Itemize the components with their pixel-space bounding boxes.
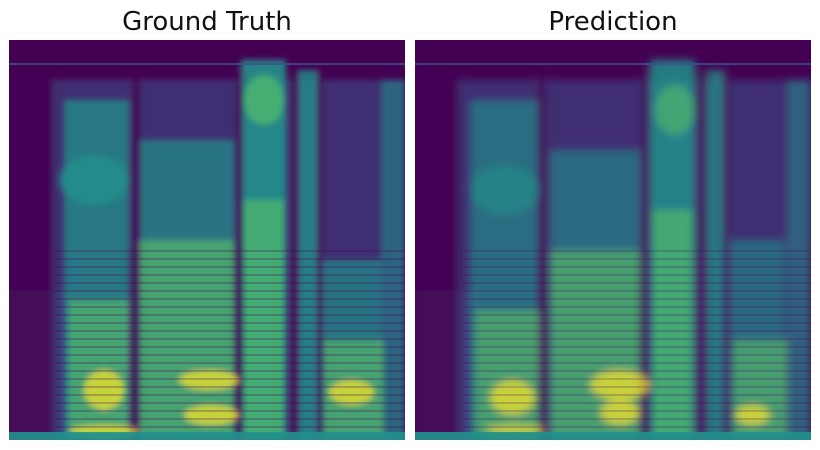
prediction-panel: Prediction: [415, 0, 811, 450]
prediction-title: Prediction: [548, 7, 678, 37]
ground-truth-panel: Ground Truth: [9, 0, 405, 450]
prediction-spectrogram: [415, 40, 811, 440]
ground-truth-spectrogram: [9, 40, 405, 440]
ground-truth-spectrogram-image: [9, 40, 405, 440]
prediction-spectrogram-image: [415, 40, 811, 440]
ground-truth-title: Ground Truth: [122, 7, 292, 37]
